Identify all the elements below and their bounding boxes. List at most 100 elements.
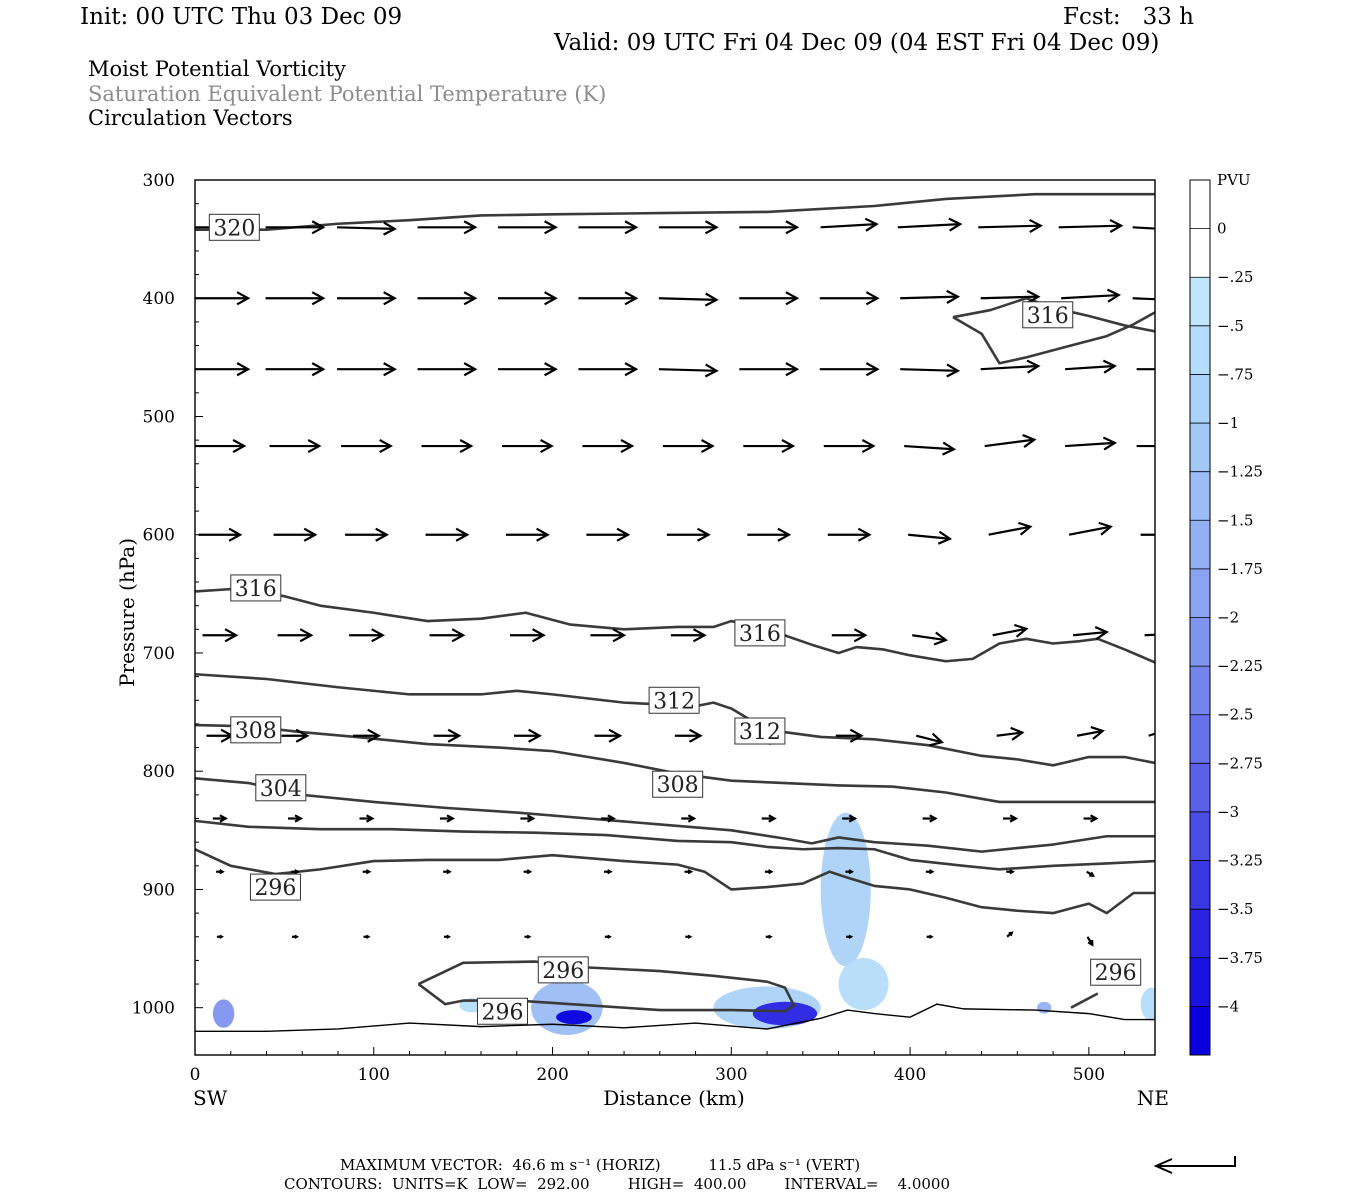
vector-head xyxy=(1179,294,1190,306)
colorbar-swatch xyxy=(1190,520,1210,570)
vector-head xyxy=(446,869,452,875)
vector-head xyxy=(375,527,389,542)
y-tick-label: 600 xyxy=(143,526,175,546)
colorbar-label: −3.5 xyxy=(1217,900,1253,918)
plot-frame xyxy=(194,179,1156,1056)
vector-head xyxy=(1013,623,1029,638)
circulation-vector xyxy=(846,934,854,939)
circulation-vector xyxy=(1154,817,1155,819)
vector-shaft xyxy=(1154,817,1155,819)
vector-head xyxy=(236,362,251,377)
circulation-vector xyxy=(417,291,478,306)
vector-head xyxy=(1087,939,1094,947)
circulation-vector xyxy=(670,628,707,643)
circulation-vector xyxy=(739,362,800,377)
circulation-vector xyxy=(1058,218,1124,233)
contour-label-6: 308 xyxy=(230,716,282,744)
vector-head xyxy=(937,530,953,545)
vector-head xyxy=(941,441,957,456)
circulation-vector xyxy=(897,217,963,232)
circulation-vector xyxy=(604,869,613,875)
theta-es-contour-layer xyxy=(195,192,1155,1013)
circulation-vector xyxy=(1065,436,1117,451)
circulation-vector xyxy=(685,934,693,939)
vector-head xyxy=(1162,936,1164,938)
circulation-vector xyxy=(590,628,627,643)
contour-label-text: 308 xyxy=(235,719,277,744)
circulation-vector xyxy=(362,869,372,875)
circulation-vector xyxy=(202,628,239,643)
max-vector-note: MAXIMUM VECTOR: 46.6 m s⁻¹ (HORIZ) 11.5 … xyxy=(340,1156,861,1174)
circulation-vector xyxy=(291,934,300,939)
colorbar-label: −3 xyxy=(1217,803,1239,821)
circulation-vector xyxy=(978,218,1043,233)
circulation-vector xyxy=(604,934,612,939)
colorbar-label: −1.75 xyxy=(1217,560,1263,578)
vector-head xyxy=(1175,363,1186,375)
y-tick-label: 1000 xyxy=(132,999,175,1019)
vector-head xyxy=(606,934,612,939)
colorbar-swatch xyxy=(1190,277,1210,327)
circulation-vector xyxy=(764,869,774,875)
vector-head xyxy=(853,628,868,643)
circulation-vector xyxy=(421,439,474,454)
contour-label-box xyxy=(230,716,282,744)
vector-head xyxy=(948,217,963,232)
contour-label-text: 308 xyxy=(657,773,699,798)
circulation-vector xyxy=(900,363,961,378)
colorbar-label: −.75 xyxy=(1217,365,1253,383)
vector-shaft xyxy=(337,226,395,230)
pv-blob-0 xyxy=(820,812,871,967)
vector-head xyxy=(1109,218,1124,233)
vector-head xyxy=(929,732,945,747)
contour-label-text: 304 xyxy=(260,777,302,802)
circulation-vector xyxy=(1006,869,1015,875)
theta-es-contour-308-3 xyxy=(195,723,1155,804)
vector-shaft xyxy=(996,731,1023,737)
vector-head xyxy=(620,439,635,454)
colorbar-swatch xyxy=(1190,423,1210,473)
circulation-vector xyxy=(513,728,542,743)
circulation-vector xyxy=(904,441,957,456)
circulation-vector xyxy=(216,869,225,875)
vector-head xyxy=(1102,436,1117,451)
colorbar-swatch xyxy=(1190,471,1210,521)
vector-shaft xyxy=(980,364,1039,371)
theta-es-contour-296-6 xyxy=(195,848,1155,915)
vector-head xyxy=(785,362,800,377)
y-axis-label: Pressure (hPa) xyxy=(115,538,139,687)
vector-shaft xyxy=(658,368,717,372)
contour-label-box xyxy=(208,213,260,241)
colorbar-swatch xyxy=(1190,325,1210,375)
circulation-vector xyxy=(922,814,938,823)
circulation-vector xyxy=(505,527,550,542)
colorbar-swatch xyxy=(1190,763,1210,813)
x-right-end-label: NE xyxy=(1137,1086,1169,1110)
contour-label-text: 320 xyxy=(213,216,255,241)
circulation-vector xyxy=(842,814,858,823)
colorbar-swatch xyxy=(1190,180,1210,230)
circulation-vector xyxy=(273,527,318,542)
vector-shaft xyxy=(1065,441,1115,448)
pv-blob-3 xyxy=(556,1010,592,1025)
circulation-vector xyxy=(337,221,397,236)
vector-head xyxy=(688,728,703,743)
colorbar-swatch xyxy=(1190,374,1210,424)
vector-head xyxy=(1090,814,1099,823)
vector-shaft xyxy=(988,525,1031,536)
vector-head xyxy=(311,362,326,377)
vector-head xyxy=(526,934,532,939)
theta-es-contour-296-10 xyxy=(1070,992,1099,1009)
circulation-vector xyxy=(747,527,792,542)
circulation-vector xyxy=(582,439,635,454)
y-tick-label: 300 xyxy=(143,171,175,191)
circulation-vector xyxy=(287,814,304,823)
colorbar-label: −3.25 xyxy=(1217,852,1263,870)
circulation-vector xyxy=(363,934,371,939)
vector-head xyxy=(687,869,694,875)
x-axis-label: Distance (km) xyxy=(603,1086,745,1110)
circulation-vector xyxy=(1003,814,1019,823)
circulation-vector xyxy=(658,363,719,378)
vector-head xyxy=(228,527,243,542)
circulation-vector xyxy=(353,728,381,743)
